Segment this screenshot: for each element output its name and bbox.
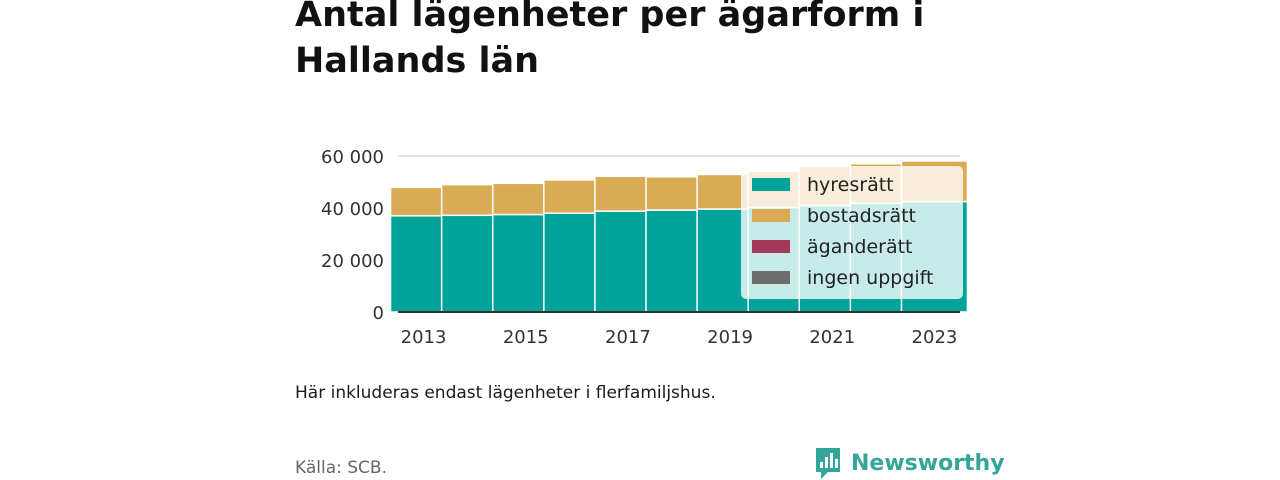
y-tick-label: 40 000: [321, 199, 384, 220]
legend-label[interactable]: bostadsrätt: [807, 205, 916, 227]
brand-name: Newsworthy: [851, 450, 1005, 476]
legend-swatch: [752, 271, 790, 284]
legend-swatch: [752, 240, 790, 253]
x-tick-label: 2013: [401, 327, 447, 348]
brand-logo[interactable]: Newsworthy: [814, 446, 1005, 480]
legend-label[interactable]: äganderätt: [807, 236, 913, 258]
chart-note: Här inkluderas endast lägenheter i flerf…: [295, 383, 716, 403]
y-tick-label: 0: [373, 303, 384, 324]
legend-panel: [741, 166, 963, 299]
x-tick-label: 2017: [605, 327, 651, 348]
legend-label[interactable]: ingen uppgift: [807, 267, 933, 289]
chart-title: Antal lägenheter per ägarform i Hallands…: [295, 0, 925, 81]
source-label: Källa: SCB.: [295, 458, 387, 478]
x-tick-label: 2023: [912, 327, 958, 348]
newsworthy-logo-icon: [816, 448, 840, 479]
x-tick-label: 2019: [707, 327, 753, 348]
x-tick-label: 2021: [809, 327, 855, 348]
legend-swatch: [752, 178, 790, 191]
x-tick-label: 2015: [503, 327, 549, 348]
y-tick-label: 60 000: [321, 147, 384, 168]
y-tick-label: 20 000: [321, 251, 384, 272]
legend-swatch: [752, 209, 790, 222]
legend-label[interactable]: hyresrätt: [807, 174, 894, 196]
